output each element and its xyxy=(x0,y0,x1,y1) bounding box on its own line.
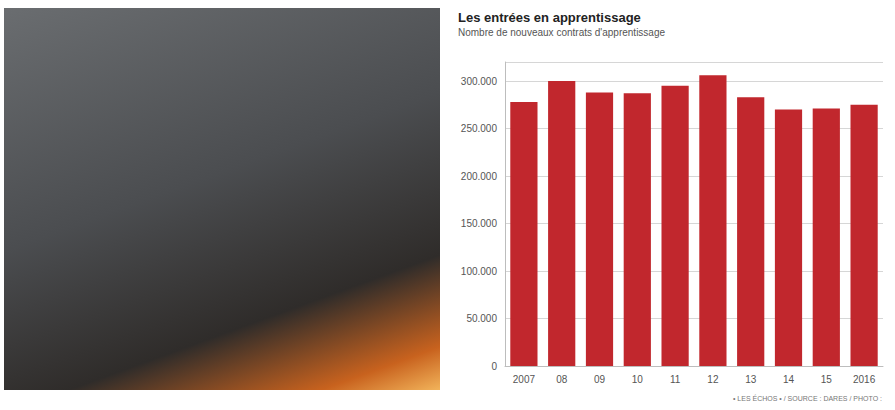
svg-text:09: 09 xyxy=(594,374,606,385)
svg-text:11: 11 xyxy=(670,374,681,385)
svg-text:0: 0 xyxy=(491,361,497,372)
svg-text:250.000: 250.000 xyxy=(461,123,498,134)
svg-text:• LES ÉCHOS • / SOURCE : DARES: • LES ÉCHOS • / SOURCE : DARES / PHOTO : xyxy=(733,394,882,402)
svg-text:Nombre de nouveaux contrats d': Nombre de nouveaux contrats d'apprentiss… xyxy=(458,27,665,38)
svg-text:150.000: 150.000 xyxy=(461,218,498,229)
svg-text:10: 10 xyxy=(632,374,644,385)
svg-text:13: 13 xyxy=(745,374,757,385)
svg-text:2007: 2007 xyxy=(513,374,536,385)
svg-text:50.000: 50.000 xyxy=(466,313,497,324)
svg-text:200.000: 200.000 xyxy=(461,171,498,182)
svg-text:14: 14 xyxy=(783,374,795,385)
svg-text:2016: 2016 xyxy=(853,374,876,385)
svg-text:100.000: 100.000 xyxy=(461,266,498,277)
svg-text:08: 08 xyxy=(556,374,568,385)
svg-text:12: 12 xyxy=(707,374,719,385)
svg-text:Les entrées en apprentissage: Les entrées en apprentissage xyxy=(458,10,641,25)
svg-text:15: 15 xyxy=(821,374,833,385)
svg-text:300.000: 300.000 xyxy=(461,76,498,87)
